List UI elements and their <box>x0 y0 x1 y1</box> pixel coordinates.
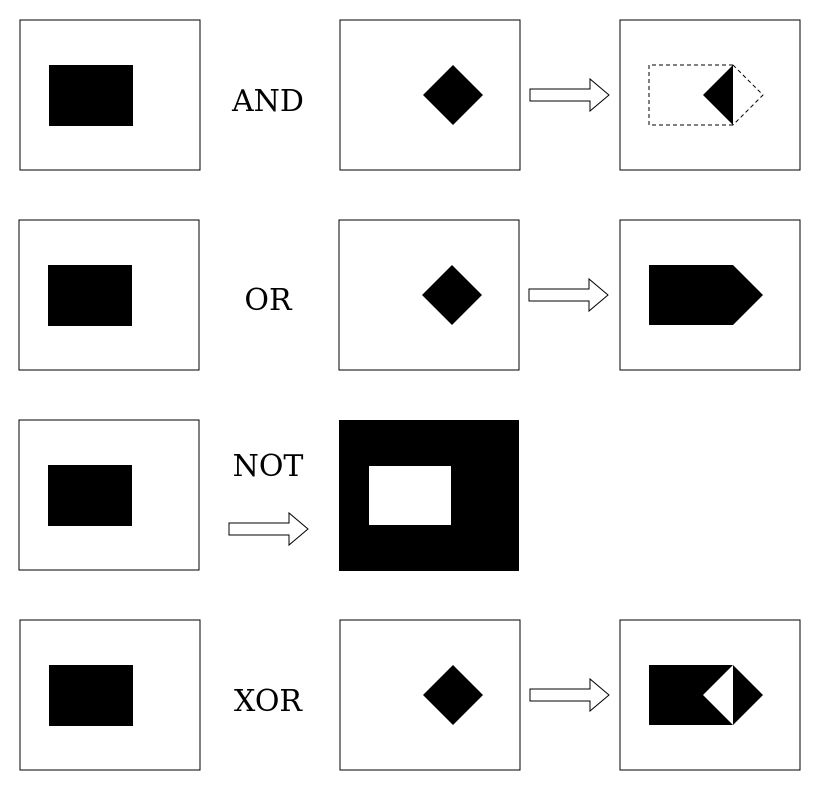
or-label: OR <box>244 283 293 318</box>
xor-intersection-hole <box>703 665 733 725</box>
right-arrow-icon <box>529 77 610 113</box>
or-result-panel <box>619 219 801 371</box>
not-result-panel <box>339 420 519 571</box>
row-xor: XOR <box>19 619 801 771</box>
xor-input-diamond-panel <box>339 619 521 771</box>
rectangle-shape <box>49 665 133 726</box>
xor-result-panel <box>619 619 801 771</box>
right-arrow-icon <box>529 677 610 713</box>
diamond-shape <box>423 65 483 125</box>
or-input-diamond-panel <box>338 219 520 371</box>
not-input-rectangle-panel <box>18 419 200 571</box>
and-result-panel <box>619 19 801 171</box>
diamond-shape <box>423 665 483 725</box>
row-not: NOT <box>18 419 519 571</box>
right-arrow-icon <box>528 277 609 313</box>
and-intersection-shape <box>703 65 733 125</box>
xor-label: XOR <box>234 684 303 719</box>
row-or: OR <box>18 219 801 371</box>
row-and: AND <box>19 19 801 171</box>
diamond-shape <box>422 265 482 325</box>
not-label: NOT <box>233 449 304 484</box>
and-label: AND <box>231 84 304 119</box>
and-input-rectangle-panel <box>19 19 201 171</box>
rectangle-shape <box>48 465 132 526</box>
not-complement-hole <box>369 466 451 525</box>
dashed-union-outline <box>648 64 764 126</box>
rectangle-shape <box>49 65 133 126</box>
and-input-diamond-panel <box>339 19 521 171</box>
xor-input-rectangle-panel <box>19 619 201 771</box>
right-arrow-icon <box>228 511 309 547</box>
rectangle-shape <box>48 265 132 326</box>
or-input-rectangle-panel <box>18 219 200 371</box>
or-union-shape <box>649 265 763 325</box>
